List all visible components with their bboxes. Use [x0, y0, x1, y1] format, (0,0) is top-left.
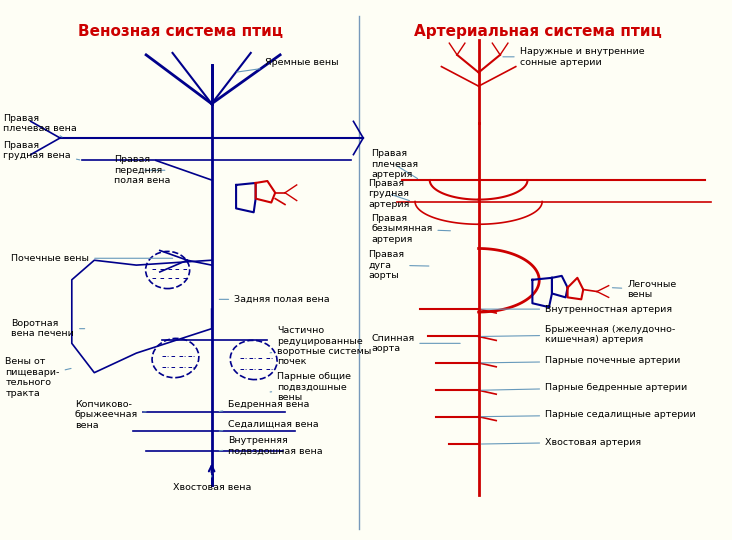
Text: Воротная
вена печени: Воротная вена печени	[11, 319, 85, 339]
Text: Внутренностная артерия: Внутренностная артерия	[482, 305, 672, 314]
Text: Парные бедренные артерии: Парные бедренные артерии	[482, 383, 687, 392]
Text: Внутренняя
подвздошная вена: Внутренняя подвздошная вена	[220, 436, 323, 456]
Text: Седалищная вена: Седалищная вена	[220, 420, 319, 431]
Text: Парные общие
подвздошные
вены: Парные общие подвздошные вены	[270, 373, 351, 402]
Text: Частично
редуцированные
воротные системы
почек: Частично редуцированные воротные системы…	[270, 326, 372, 366]
Text: Хвостовая вена: Хвостовая вена	[173, 475, 251, 491]
Text: Венозная система птиц: Венозная система птиц	[78, 24, 283, 38]
Text: Копчиково-
брыжеечная
вена: Копчиково- брыжеечная вена	[75, 400, 146, 430]
Text: Наружные и внутренние
сонные артерии: Наружные и внутренние сонные артерии	[503, 47, 644, 66]
Text: Правая
плечевая вена: Правая плечевая вена	[4, 113, 77, 137]
Text: Парные седалищные артерии: Парные седалищные артерии	[482, 410, 696, 419]
Text: Легочные
вены: Легочные вены	[613, 280, 676, 299]
Text: Правая
безымянная
артерия: Правая безымянная артерия	[371, 214, 450, 244]
Text: Бедренная вена: Бедренная вена	[220, 401, 310, 411]
Text: Правая
грудная вена: Правая грудная вена	[4, 141, 80, 160]
Text: Парные почечные артерии: Парные почечные артерии	[482, 356, 681, 366]
Text: Правая
передняя
полая вена: Правая передняя полая вена	[114, 156, 171, 185]
Text: Почечные вены: Почечные вены	[11, 254, 173, 263]
Text: Правая
дуга
аорты: Правая дуга аорты	[368, 250, 429, 280]
Text: Правая
плечевая
артерия: Правая плечевая артерия	[371, 150, 418, 179]
Text: Яремные вены: Яремные вены	[237, 58, 339, 72]
Text: Артериальная система птиц: Артериальная система птиц	[414, 24, 662, 38]
Text: Хвостовая артерия: Хвостовая артерия	[482, 437, 641, 447]
Text: Спинная
аорта: Спинная аорта	[371, 334, 460, 353]
Text: Задняя полая вена: Задняя полая вена	[220, 295, 329, 304]
Text: Вены от
пищевари-
тельного
тракта: Вены от пищевари- тельного тракта	[5, 357, 71, 397]
Text: Правая
грудная
артерия: Правая грудная артерия	[368, 179, 409, 208]
Text: Брыжеечная (желудочно-
кишечная) артерия: Брыжеечная (желудочно- кишечная) артерия	[482, 325, 676, 344]
